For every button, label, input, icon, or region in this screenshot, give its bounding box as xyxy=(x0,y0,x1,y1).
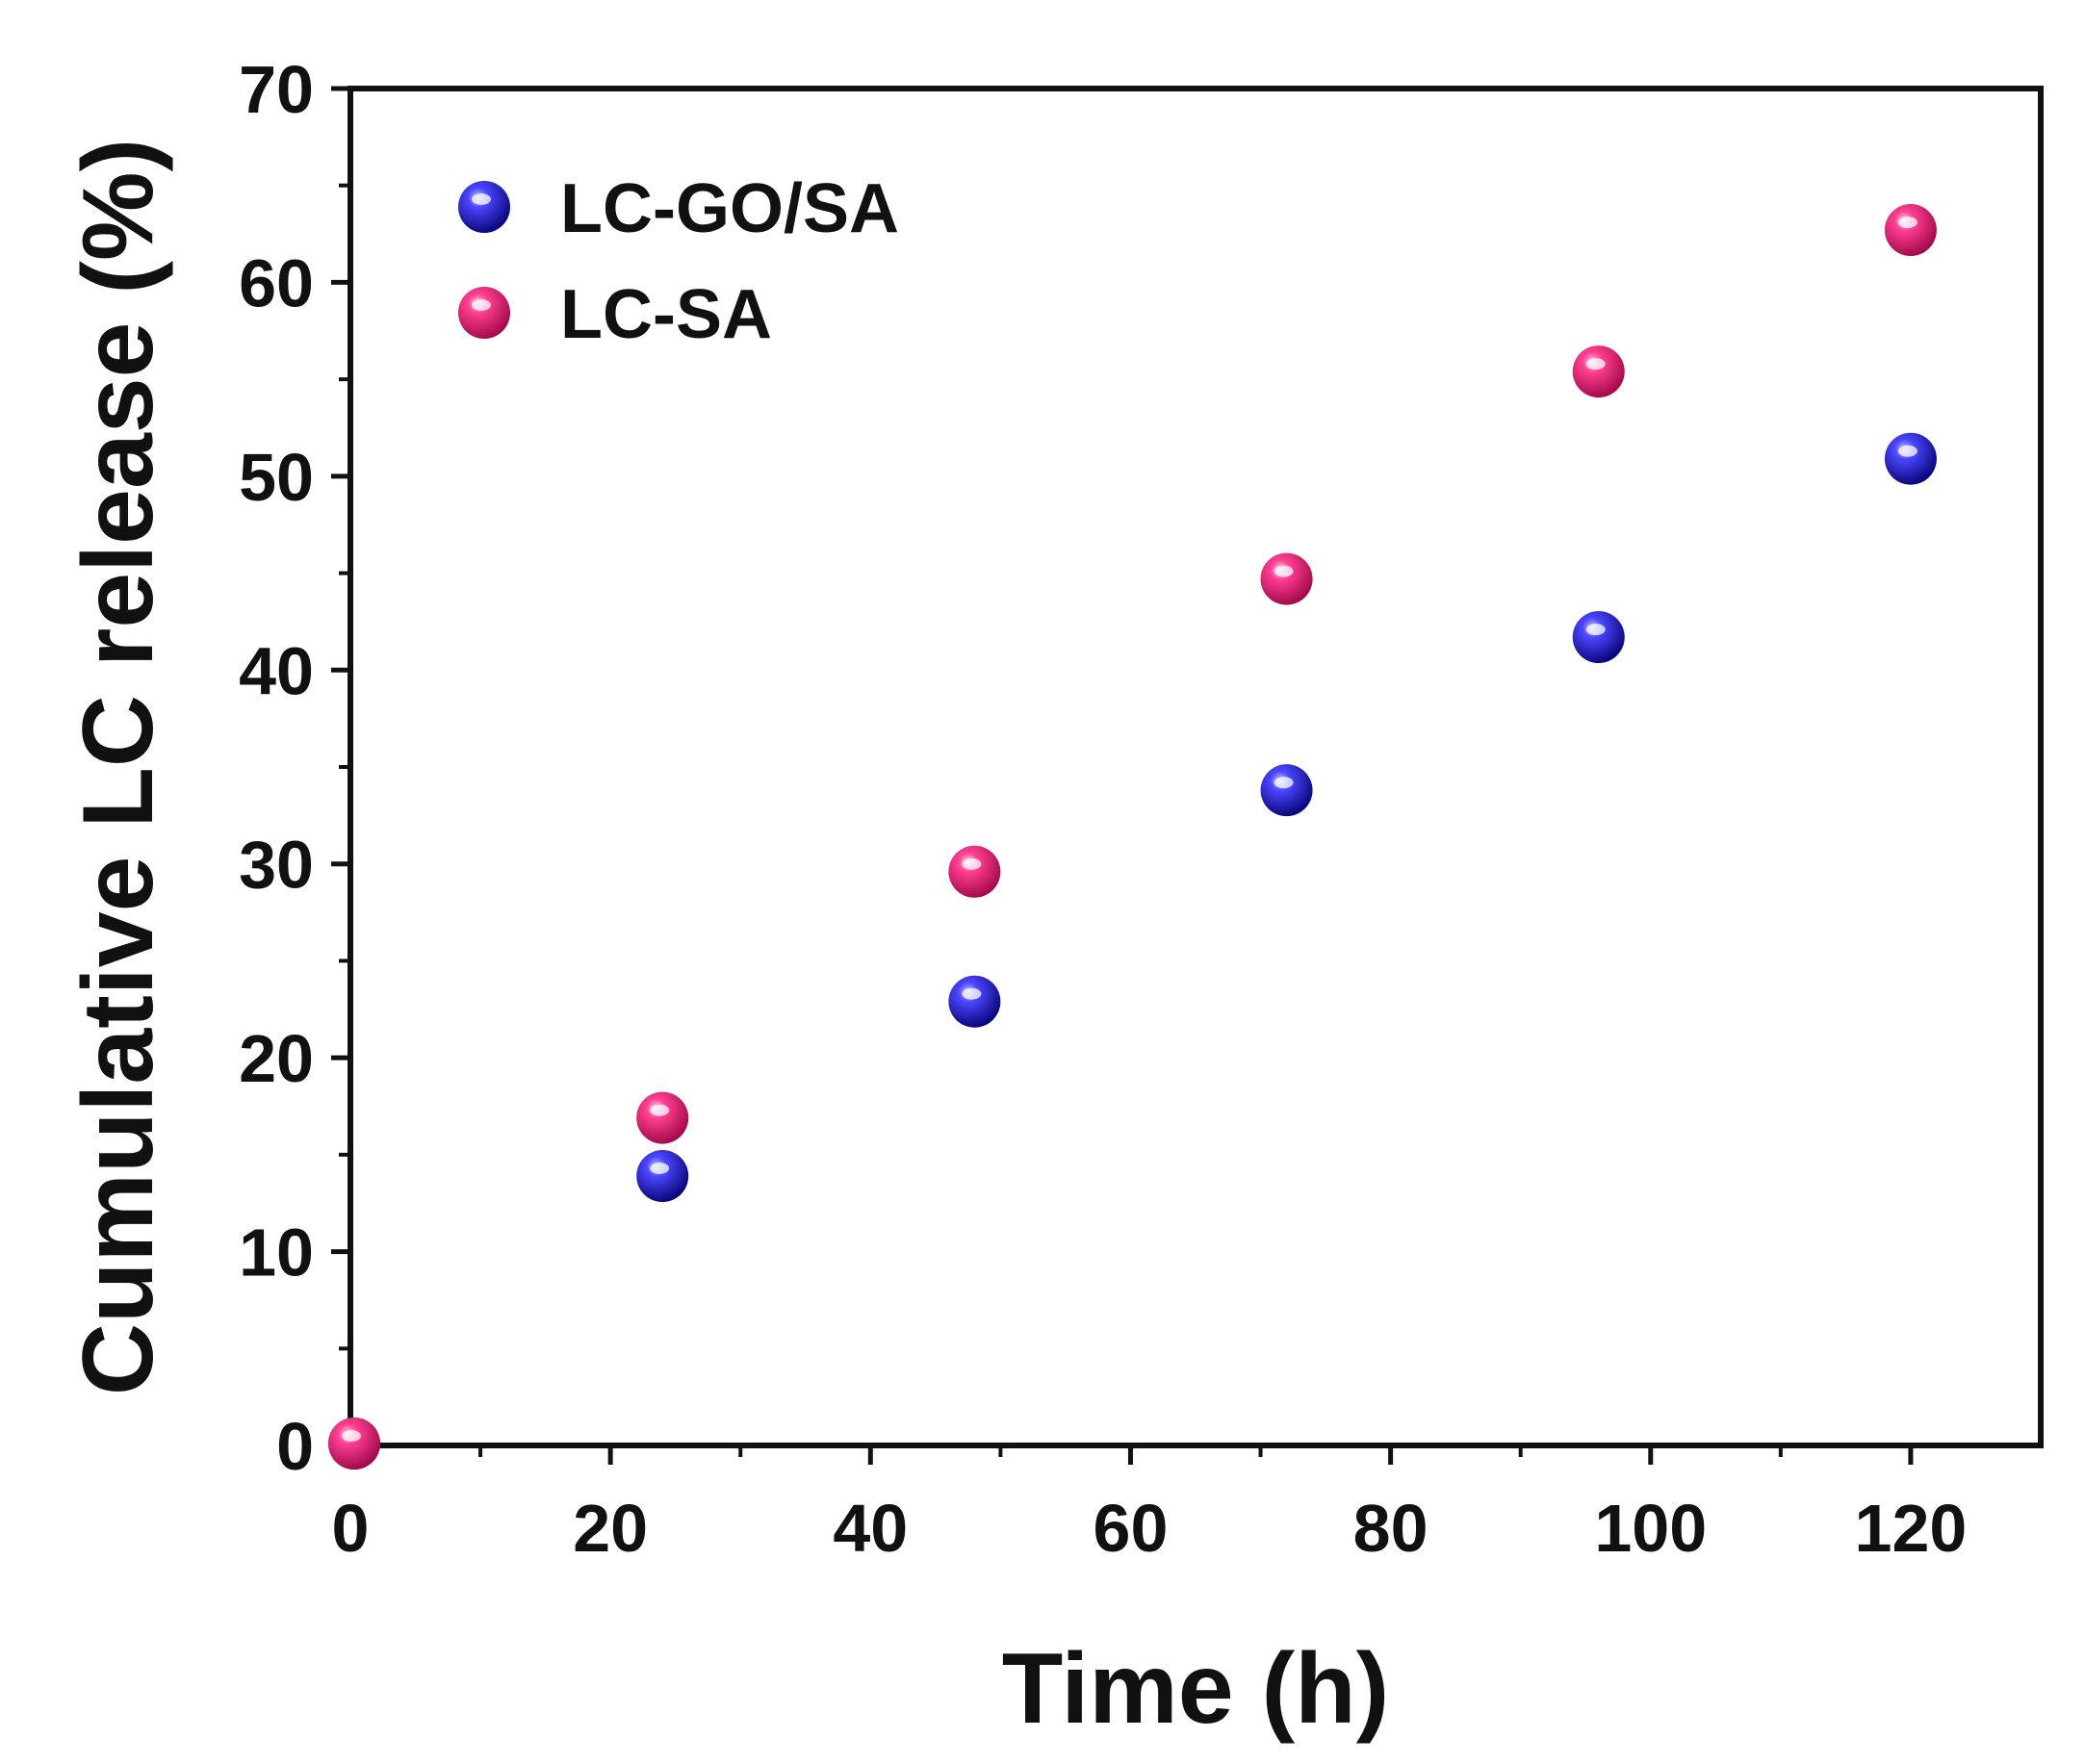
data-point-sphere xyxy=(1260,552,1313,605)
data-point xyxy=(948,845,1001,898)
y-tick-label: 20 xyxy=(239,1021,314,1096)
legend-marker xyxy=(458,287,510,339)
data-markers xyxy=(328,204,1937,1470)
data-point xyxy=(636,1091,689,1144)
data-point-sphere xyxy=(948,975,1001,1028)
legend-marker-highlight xyxy=(472,299,491,311)
y-tick-label: 10 xyxy=(239,1215,314,1291)
data-point-sphere xyxy=(1884,204,1937,257)
legend-item: LC-SA xyxy=(458,276,772,353)
data-point-highlight xyxy=(1897,217,1918,229)
legend: LC-GO/SA LC-SA xyxy=(458,170,899,353)
data-point xyxy=(1572,345,1625,398)
data-point-sphere xyxy=(1260,764,1313,817)
data-point-highlight xyxy=(1585,624,1606,636)
data-point-highlight xyxy=(650,1163,670,1175)
y-tick-label: 60 xyxy=(239,245,314,320)
data-point-sphere xyxy=(328,1418,380,1470)
data-point xyxy=(1572,611,1625,664)
data-point-sphere xyxy=(948,845,1001,898)
y-axis-title: Cumulative LC release (%) xyxy=(63,139,174,1395)
data-point-highlight xyxy=(1585,358,1606,371)
legend-marker xyxy=(458,181,510,233)
data-point-highlight xyxy=(962,987,982,1000)
data-point xyxy=(1884,204,1937,257)
y-axis-ticks: 0 10 20 30 40 50 60 70 xyxy=(239,52,350,1484)
data-point-highlight xyxy=(1274,565,1294,577)
data-point-highlight xyxy=(962,857,982,870)
data-point-highlight xyxy=(342,1430,361,1442)
x-tick-label: 0 xyxy=(332,1491,370,1566)
x-tick-label: 80 xyxy=(1353,1491,1429,1566)
data-point-sphere xyxy=(1572,611,1625,664)
data-point xyxy=(1260,764,1313,817)
data-point-sphere xyxy=(636,1091,689,1144)
x-tick-label: 20 xyxy=(573,1491,648,1566)
legend-marker-highlight xyxy=(472,193,491,205)
legend-item: LC-GO/SA xyxy=(458,170,899,247)
data-point xyxy=(948,975,1001,1028)
y-tick-label: 40 xyxy=(239,633,314,708)
data-point-sphere xyxy=(636,1150,689,1203)
y-tick-label: 0 xyxy=(276,1409,314,1484)
x-tick-label: 120 xyxy=(1855,1491,1968,1566)
x-tick-label: 60 xyxy=(1094,1491,1169,1566)
y-tick-label: 50 xyxy=(239,440,314,515)
x-tick-label: 100 xyxy=(1594,1491,1707,1566)
data-point-sphere xyxy=(1884,432,1937,485)
data-point xyxy=(636,1150,689,1203)
data-point-sphere xyxy=(1572,345,1625,398)
x-tick-label: 40 xyxy=(833,1491,908,1566)
data-point xyxy=(328,1418,380,1470)
y-tick-label: 30 xyxy=(239,828,314,903)
legend-label: LC-SA xyxy=(560,276,772,353)
data-point-highlight xyxy=(1897,445,1918,457)
x-axis-title: Time (h) xyxy=(1002,1633,1390,1745)
data-point-highlight xyxy=(650,1104,670,1116)
data-point xyxy=(1884,432,1937,485)
legend-label: LC-GO/SA xyxy=(560,170,899,247)
x-axis-ticks: 0 20 40 60 80 100 120 xyxy=(332,1445,1968,1566)
data-point xyxy=(1260,552,1313,605)
y-tick-label: 70 xyxy=(239,52,314,127)
data-point-highlight xyxy=(1274,777,1294,789)
